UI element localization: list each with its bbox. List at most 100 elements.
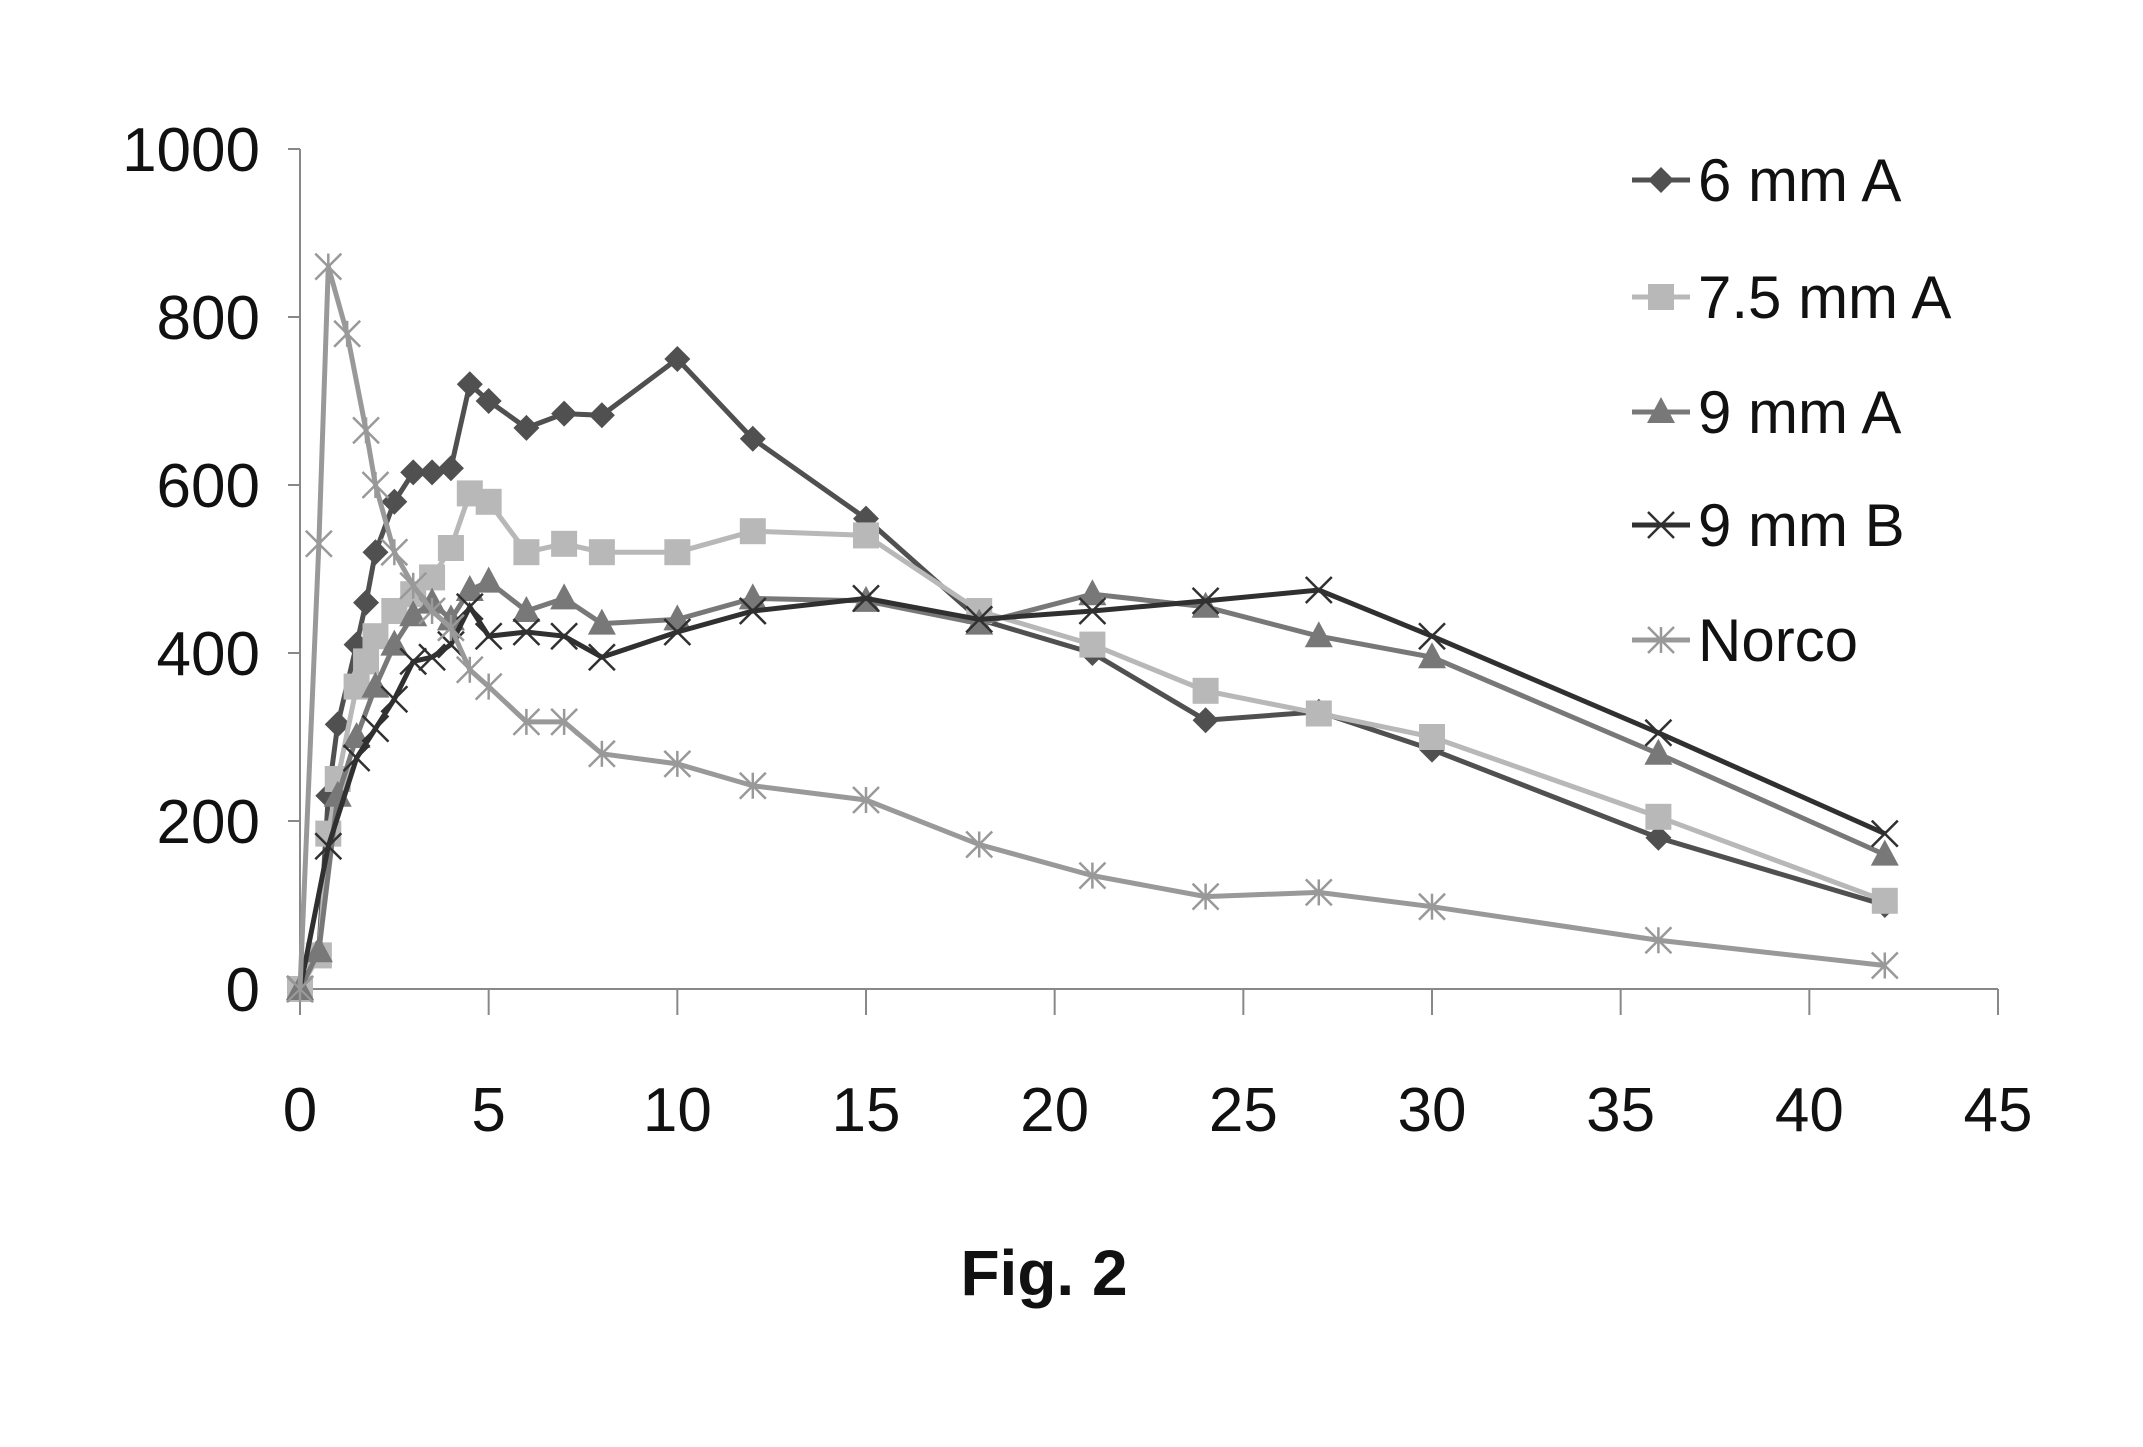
asterisk-marker: [738, 771, 767, 800]
asterisk-marker: [512, 707, 541, 736]
asterisk-marker: [418, 597, 446, 625]
y-tick-label: 200: [157, 788, 260, 857]
x-marker: [342, 744, 371, 772]
legend-item: 9 mm A: [1632, 379, 1901, 446]
x-tick-label: 5: [471, 1076, 505, 1145]
x-marker: [738, 597, 767, 625]
marker-stroke: [380, 685, 409, 714]
diamond-marker: [419, 459, 446, 486]
asterisk-marker: [380, 538, 409, 567]
asterisk-marker: [550, 707, 579, 736]
marker-stroke: [663, 618, 692, 646]
marker-stroke: [1644, 718, 1673, 747]
diamond-marker: [437, 455, 464, 482]
x-marker: [550, 622, 579, 651]
marker-stroke: [852, 584, 880, 613]
diamond-marker: [381, 488, 408, 515]
figure-caption: Fig. 2: [960, 1237, 1127, 1309]
diamond-marker: [475, 388, 502, 414]
marker-stroke: [418, 643, 446, 672]
marker-stroke: [1647, 511, 1675, 539]
diamond-marker: [739, 425, 766, 452]
triangle-marker: [1647, 397, 1675, 423]
marker-stroke: [1870, 819, 1899, 848]
x-marker: [1304, 576, 1333, 604]
series-line: [297, 490, 1886, 991]
square-marker: [1192, 677, 1219, 704]
marker-stroke: [965, 605, 994, 634]
y-tick-label: 400: [157, 620, 260, 689]
asterisk-marker: [333, 319, 362, 348]
asterisk-marker: [1078, 861, 1107, 890]
diamond-marker: [456, 371, 483, 398]
legend-item: 9 mm B: [1632, 492, 1905, 559]
marker-stroke: [399, 647, 428, 676]
square-marker: [419, 564, 446, 591]
legend-item: 7.5 mm A: [1632, 264, 1951, 331]
asterisk-marker: [304, 529, 333, 558]
triangle-marker: [361, 671, 390, 698]
diamond-marker: [362, 539, 389, 566]
x-marker: [380, 685, 409, 714]
x-marker: [1647, 511, 1675, 539]
marker-stroke: [474, 622, 503, 651]
diamond-marker: [1645, 824, 1672, 851]
asterisk-marker: [1191, 882, 1220, 911]
x-marker: [587, 643, 616, 672]
marker-stroke: [1304, 576, 1333, 604]
y-tick-label: 1000: [122, 116, 260, 185]
asterisk-marker: [1644, 926, 1673, 955]
series-line: [297, 355, 1886, 991]
marker-stroke: [455, 592, 484, 621]
diamond-marker: [664, 346, 691, 372]
asterisk-marker: [474, 672, 503, 701]
marker-stroke: [342, 744, 371, 772]
x-tick-label: 10: [643, 1076, 712, 1145]
legend-label: Norco: [1698, 607, 1858, 674]
y-tick-label: 0: [226, 956, 260, 1025]
legend-label: 9 mm B: [1698, 492, 1905, 559]
square-marker: [1645, 803, 1672, 830]
square-marker: [1419, 724, 1445, 750]
asterisk-marker: [587, 739, 616, 768]
legend-label: 7.5 mm A: [1698, 264, 1951, 331]
asterisk-marker: [314, 252, 343, 281]
x-tick-label: 30: [1398, 1076, 1467, 1145]
marker-stroke: [512, 618, 541, 646]
triangle-marker: [455, 575, 484, 601]
x-tick-label: 0: [283, 1076, 317, 1145]
x-marker: [1870, 819, 1899, 848]
square-marker: [437, 535, 464, 561]
square-marker: [475, 488, 502, 515]
x-marker: [455, 592, 484, 621]
triangle-marker: [399, 600, 428, 627]
asterisk-marker: [1304, 878, 1333, 907]
marker-stroke: [738, 597, 767, 625]
square-marker: [513, 539, 540, 566]
x-marker: [1078, 597, 1107, 625]
marker-stroke: [550, 622, 579, 651]
diamond-marker: [513, 414, 540, 441]
triangle-marker: [550, 583, 579, 610]
x-marker: [512, 618, 541, 646]
triangle-marker: [1078, 579, 1107, 606]
diamond-marker: [1192, 707, 1219, 734]
x-marker: [361, 714, 390, 743]
triangle-marker: [1644, 738, 1673, 765]
square-marker: [1648, 284, 1674, 310]
x-tick-label: 20: [1020, 1076, 1089, 1145]
series-layer: [286, 252, 1899, 1003]
marker-stroke: [314, 832, 343, 861]
square-marker: [1079, 631, 1106, 658]
triangle-marker: [1418, 642, 1446, 669]
legend: 6 mm A 7.5 mm A 9 mm A 9 mm B Norco: [1632, 147, 1951, 674]
diamond-marker: [353, 589, 380, 616]
square-marker: [1871, 887, 1898, 914]
x-marker: [1418, 622, 1446, 651]
asterisk-marker: [852, 786, 880, 814]
diamond-marker: [551, 400, 578, 427]
triangle-marker: [1191, 591, 1220, 618]
square-marker: [353, 648, 380, 675]
x-tick-label: 45: [1964, 1076, 2033, 1145]
